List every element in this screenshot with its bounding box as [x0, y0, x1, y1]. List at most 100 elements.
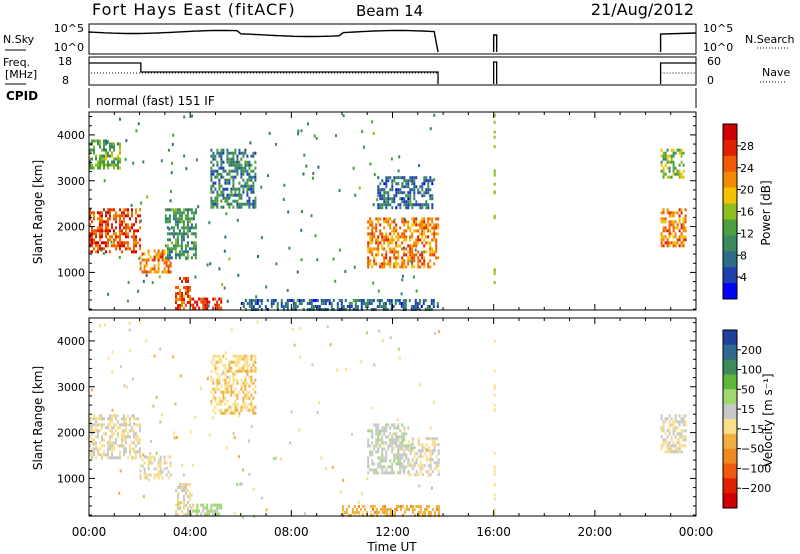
heatmap-cell [230, 202, 233, 206]
heatmap-cell [176, 436, 178, 439]
heatmap-cell [212, 154, 215, 158]
heatmap-cell [101, 435, 103, 439]
heatmap-cell [242, 366, 245, 370]
heatmap-cell [678, 450, 681, 454]
heatmap-cell [178, 211, 181, 215]
heatmap-cell [670, 157, 673, 161]
heatmap-cell [254, 151, 257, 155]
heatmap-cell [381, 262, 384, 266]
heatmap-cell [240, 196, 243, 200]
heatmap-cell [250, 190, 253, 194]
heatmap-cell [109, 423, 111, 427]
heatmap-cell [680, 226, 683, 230]
heatmap-cell [234, 193, 237, 197]
heatmap-cell [373, 462, 376, 466]
heatmap-cell [220, 372, 223, 376]
heatmap-cell [214, 390, 217, 394]
heatmap-cell [184, 208, 187, 212]
heatmap-cell [431, 443, 434, 447]
heatmap-cell [224, 387, 227, 391]
heatmap-cell [212, 396, 215, 400]
heatmap-cell [153, 264, 156, 268]
heatmap-cell [403, 191, 406, 195]
heatmap-cell [214, 154, 217, 158]
heatmap-cell [338, 248, 341, 252]
heatmap-cell [393, 253, 396, 257]
heatmap-cell [371, 235, 374, 239]
heatmap-cell [242, 172, 245, 176]
heatmap-cell [385, 203, 388, 207]
heatmap-cell [184, 250, 187, 254]
heatmap-cell [202, 509, 205, 513]
heatmap-cell [176, 208, 179, 212]
heatmap-cell [418, 302, 421, 305]
heatmap-cell [129, 447, 131, 451]
heatmap-cell [238, 181, 241, 185]
heatmap-cell [393, 265, 396, 269]
heatmap-cell [672, 166, 675, 170]
heatmap-cell [250, 369, 253, 373]
heatmap-cell [343, 511, 346, 514]
heatmap-cell [405, 447, 408, 451]
colorbar-swatch [723, 478, 737, 494]
heatmap-cell [387, 179, 390, 183]
heatmap-cell [395, 194, 398, 198]
heatmap-cell [143, 264, 146, 268]
heatmap-cell [200, 300, 203, 304]
heatmap-cell [418, 164, 421, 168]
heatmap-cell [93, 453, 95, 457]
heatmap-cell [427, 511, 430, 514]
heatmap-cell [254, 175, 257, 179]
heatmap-cell [397, 444, 400, 448]
heatmap-cell [682, 417, 685, 421]
heatmap-cell [354, 299, 357, 302]
heatmap-cell [377, 253, 380, 257]
heatmap-cell [123, 208, 125, 212]
heatmap-cell [169, 261, 172, 265]
heatmap-cell [682, 414, 685, 418]
heatmap-cell [379, 194, 382, 198]
heatmap-cell [159, 252, 162, 256]
heatmap-cell [95, 241, 97, 245]
heatmap-cell [194, 300, 197, 304]
heatmap-cell [371, 406, 374, 410]
heatmap-cell [89, 444, 91, 448]
heatmap-cell [395, 505, 398, 508]
heatmap-cell [167, 267, 170, 271]
heatmap-cell [684, 214, 687, 218]
heatmap-cell [371, 247, 374, 251]
heatmap-cell [99, 157, 101, 161]
heatmap-cell [175, 307, 177, 310]
heatmap-cell [393, 247, 396, 251]
heatmap-cell [89, 214, 91, 218]
heatmap-cell [214, 405, 217, 409]
heatmap-cell [143, 467, 146, 471]
heatmap-cell [125, 435, 127, 439]
heatmap-cell [110, 240, 113, 244]
heatmap-cell [123, 429, 125, 433]
heatmap-cell [222, 396, 225, 400]
heatmap-cell [360, 360, 363, 364]
heatmap-cell [385, 441, 388, 445]
heatmap-cell [181, 510, 183, 513]
heatmap-cell [250, 402, 253, 406]
heatmap-cell [403, 223, 406, 227]
heatmap-cell [139, 423, 141, 427]
heatmap-cell [121, 214, 123, 218]
heatmap-cell [320, 299, 323, 302]
heatmap-cell [413, 464, 416, 468]
colorbar-swatch [723, 171, 737, 189]
heatmap-cell [371, 223, 374, 227]
heatmap-cell [302, 299, 305, 302]
heatmap-cell [375, 238, 378, 242]
heatmap-cell [194, 226, 197, 230]
heatmap-cell [369, 235, 372, 239]
heatmap-cell [417, 464, 420, 468]
heatmap-cell [395, 456, 398, 460]
heatmap-cell [125, 426, 127, 430]
heatmap-cell [367, 232, 370, 236]
heatmap-cell [97, 423, 99, 427]
heatmap-cell [385, 220, 388, 224]
heatmap-cell [662, 172, 665, 176]
heatmap-cell [409, 229, 412, 233]
